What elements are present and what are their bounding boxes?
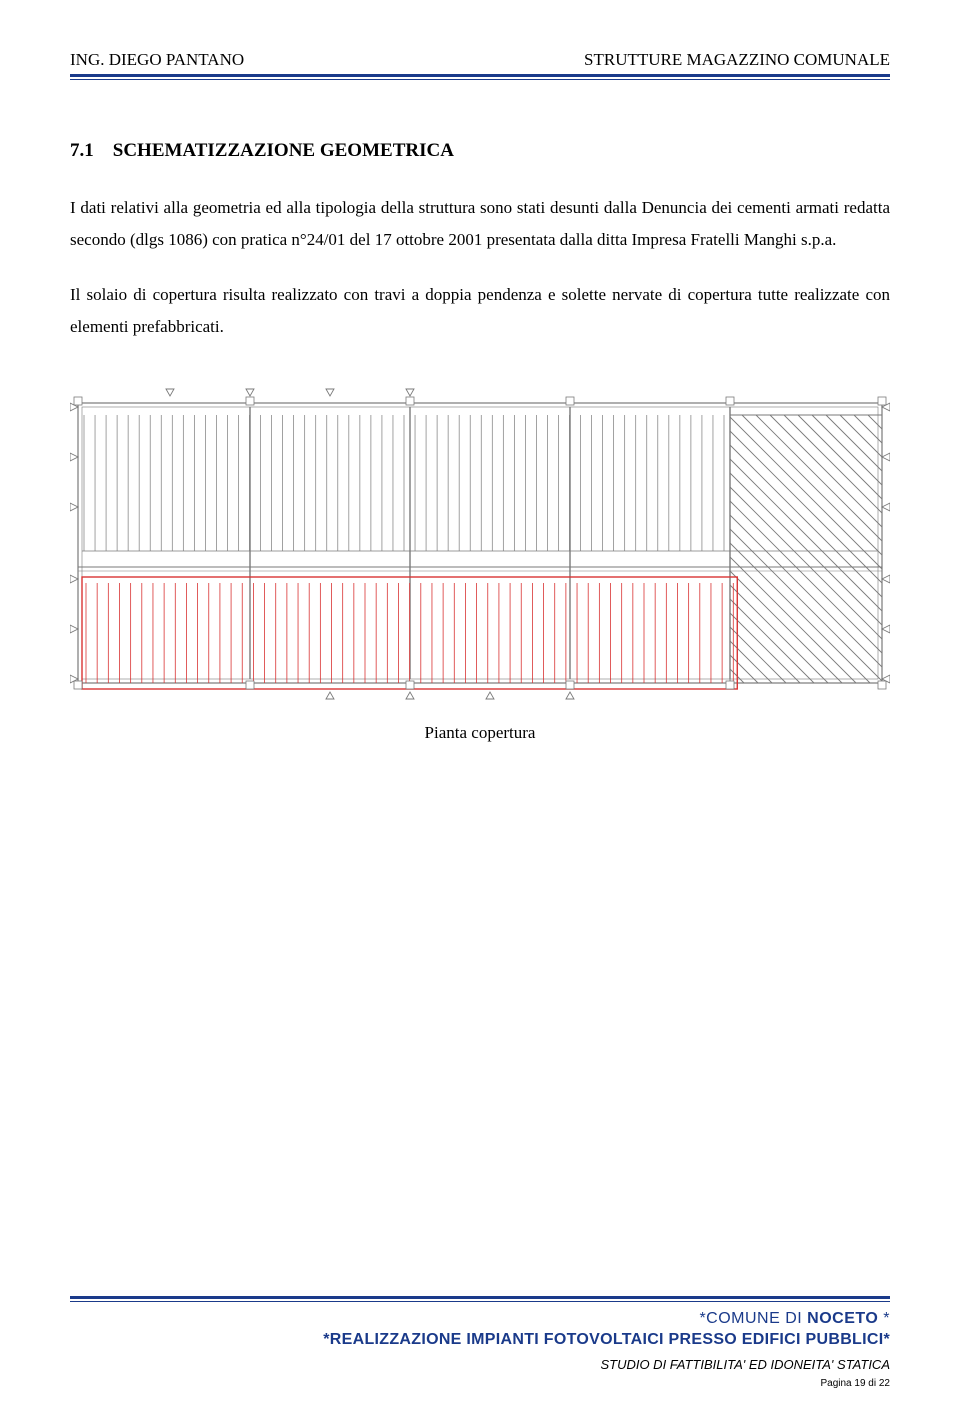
paragraph-2: Il solaio di copertura risulta realizzat… [70, 279, 890, 344]
footer-rule-thick [70, 1296, 890, 1299]
page-footer: *COMUNE DI NOCETO * *REALIZZAZIONE IMPIA… [70, 1296, 890, 1389]
page-header: ING. DIEGO PANTANO STRUTTURE MAGAZZINO C… [70, 50, 890, 70]
footer-comune-bold: NOCETO [807, 1310, 878, 1327]
footer-text-block: *COMUNE DI NOCETO * *REALIZZAZIONE IMPIA… [70, 1310, 890, 1389]
plan-svg [70, 383, 890, 703]
footer-realizzazione: *REALIZZAZIONE IMPIANTI FOTOVOLTAICI PRE… [70, 1330, 890, 1351]
footer-comune-prefix: *COMUNE DI [699, 1310, 807, 1327]
footer-comune: *COMUNE DI NOCETO * [70, 1310, 890, 1328]
footer-page-number: Pagina 19 di 22 [70, 1378, 890, 1389]
header-right-title: STRUTTURE MAGAZZINO COMUNALE [584, 50, 890, 70]
header-left-author: ING. DIEGO PANTANO [70, 50, 244, 70]
footer-studio: STUDIO DI FATTIBILITA' ED IDONEITA' STAT… [70, 1357, 890, 1372]
header-rule-thin [70, 79, 890, 80]
section-heading: 7.1 SCHEMATIZZAZIONE GEOMETRICA [70, 140, 890, 162]
figure-caption: Pianta copertura [70, 723, 890, 743]
paragraph-1: I dati relativi alla geometria ed alla t… [70, 192, 890, 257]
header-rule-thick [70, 74, 890, 77]
document-page: ING. DIEGO PANTANO STRUTTURE MAGAZZINO C… [0, 0, 960, 1419]
footer-comune-suffix: * [878, 1310, 890, 1327]
section-number: 7.1 [70, 140, 94, 161]
plan-figure [70, 383, 890, 703]
footer-rule-thin [70, 1301, 890, 1302]
section-title-text: SCHEMATIZZAZIONE GEOMETRICA [113, 140, 454, 161]
